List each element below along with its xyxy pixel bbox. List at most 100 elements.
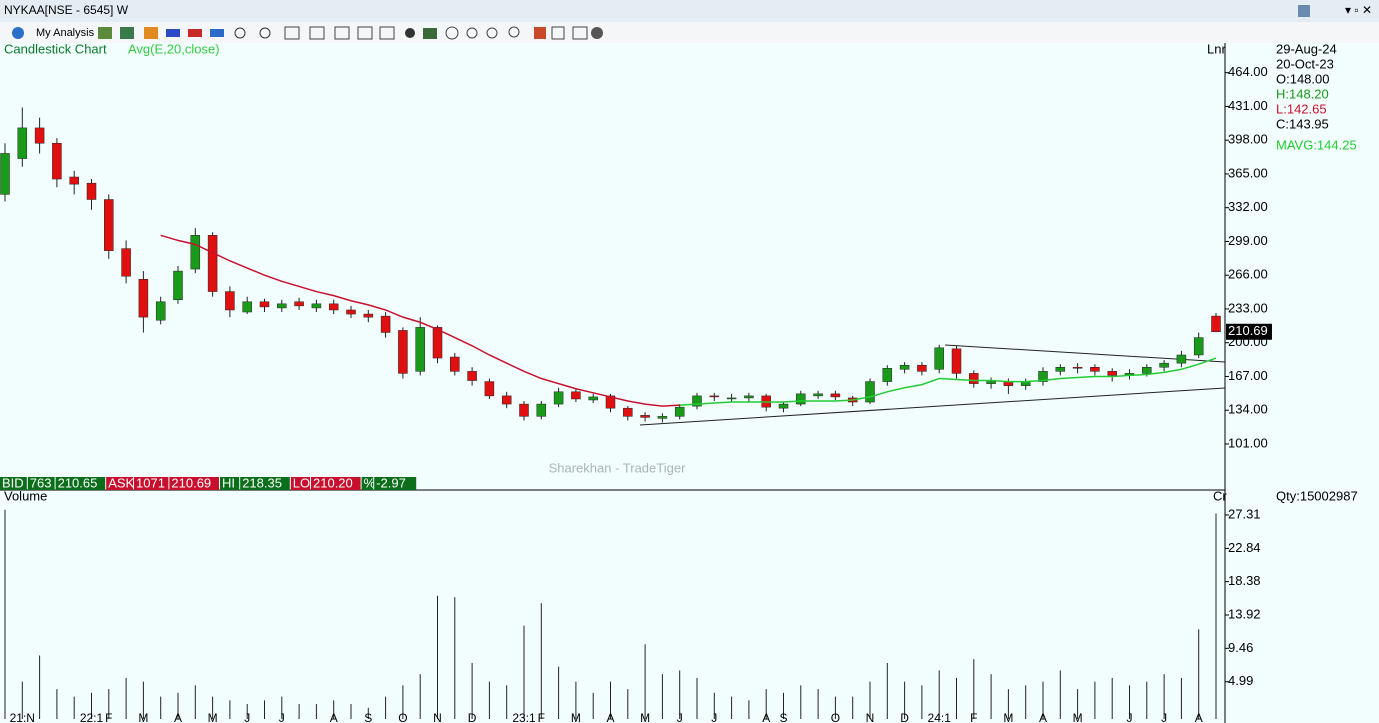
candle-body [328,303,339,311]
window-controls[interactable]: ▾ ▫ ✕ [1345,3,1372,17]
toolbar-icon[interactable] [423,28,437,39]
toolbar-icon[interactable] [210,29,224,37]
x-tick-label: J [244,711,250,723]
last-price-tag [1226,323,1272,340]
candle-body [484,381,495,397]
candle-body [501,395,512,405]
candle-body [882,368,893,382]
x-tick-label: M [1073,711,1083,723]
info-cell-text: LO [293,475,310,490]
candle-body [380,315,391,333]
info-cell [361,477,374,490]
x-tick-label: A [1195,711,1203,723]
candle-body [830,393,841,398]
x-tick-label: S [779,711,787,723]
candle-body [657,416,668,419]
x-tick-label: J [1127,711,1133,723]
y-tick-label: 22.84 [1228,540,1261,555]
window-icon[interactable] [1298,5,1310,17]
y-tick-label: 27.31 [1228,506,1261,521]
candle-body [934,347,944,370]
toolbar-icon[interactable] [551,26,565,40]
candle-body [605,395,616,409]
x-tick-label: 23:1 [512,711,536,723]
info-cell [55,477,106,490]
toolbar-icon[interactable] [486,27,498,39]
info-cell [0,477,27,490]
toolbar-icon[interactable] [12,27,24,39]
toolbar-icon[interactable] [120,27,134,39]
y-tick-label: 332.00 [1228,199,1268,214]
watermark: Sharekhan - TradeTiger [549,460,686,475]
info-cell-text: 210.65 [58,475,98,490]
x-tick-label: 24:1 [928,711,952,723]
candle-body [1142,367,1152,374]
toolbar-icon[interactable] [534,27,546,39]
toolbar-icon[interactable] [98,27,112,39]
title-bar [0,0,1379,22]
candle-body [259,301,270,308]
toolbar-icons [98,26,603,40]
info-cell-text: BID [2,475,24,490]
candle-body [1176,354,1187,364]
toolbar-icon[interactable] [334,26,350,40]
candle-body [69,176,79,185]
candle-body [796,393,806,405]
candle-body [277,303,287,309]
toolbar-icon[interactable] [508,26,520,38]
candle-body [969,373,979,384]
info-qty: Qty:15002987 [1276,488,1358,503]
toolbar-icon[interactable] [259,27,271,39]
candle-body [17,127,28,159]
toolbar-icon[interactable] [188,29,202,37]
x-tick-label: M [208,711,218,723]
x-tick-label: M [138,711,148,723]
candle-body [623,407,633,417]
candle-body [225,291,235,311]
info-cell [240,477,290,490]
candle-body [346,309,356,315]
candle-body [1107,371,1117,376]
toolbar-icon[interactable] [379,26,395,40]
info-date: 20-Oct-23 [1276,56,1334,71]
toolbar-icon[interactable] [309,26,325,40]
candle-body [536,403,547,417]
toolbar-label[interactable]: My Analysis [36,27,95,39]
x-tick-label: A [174,711,182,723]
toolbar-icon[interactable] [445,26,459,40]
info-cell [134,477,169,490]
candle-body [1072,367,1083,369]
info-open: O:148.00 [1276,71,1330,86]
info-cell [106,477,133,490]
candle-body [173,270,183,300]
x-tick-label: A [762,711,770,723]
y-tick-label: 365.00 [1228,165,1268,180]
moving-average [160,234,680,407]
candle-body [0,153,10,195]
x-tick-label: A [606,711,614,723]
toolbar-icon[interactable] [466,27,478,39]
toolbar-icon[interactable] [572,26,588,40]
toolbar-icon[interactable] [166,29,180,37]
candle-body [398,330,408,374]
info-low: L:142.65 [1276,101,1327,116]
info-cell-text: ASK [108,475,134,490]
toolbar-icon[interactable] [284,26,300,40]
info-cell-text: 1071 [136,475,165,490]
toolbar-icon[interactable] [144,27,158,39]
candle-body [709,395,720,398]
candle-body [294,301,304,307]
info-cell [374,477,417,490]
candle-body [1159,362,1169,368]
info-close: C:143.95 [1276,116,1329,131]
y-tick-label: 13.92 [1228,606,1261,621]
toolbar-icon[interactable] [591,27,603,39]
info-mavg: MAVG:144.25 [1276,137,1357,152]
toolbar-icon[interactable] [405,28,415,38]
candle-body [415,327,425,372]
toolbar-icon[interactable] [357,26,373,40]
x-tick-label: J [711,711,717,723]
y-tick-label: 167.00 [1228,368,1268,383]
toolbar-icon[interactable] [234,27,246,39]
candle-body [865,381,875,403]
